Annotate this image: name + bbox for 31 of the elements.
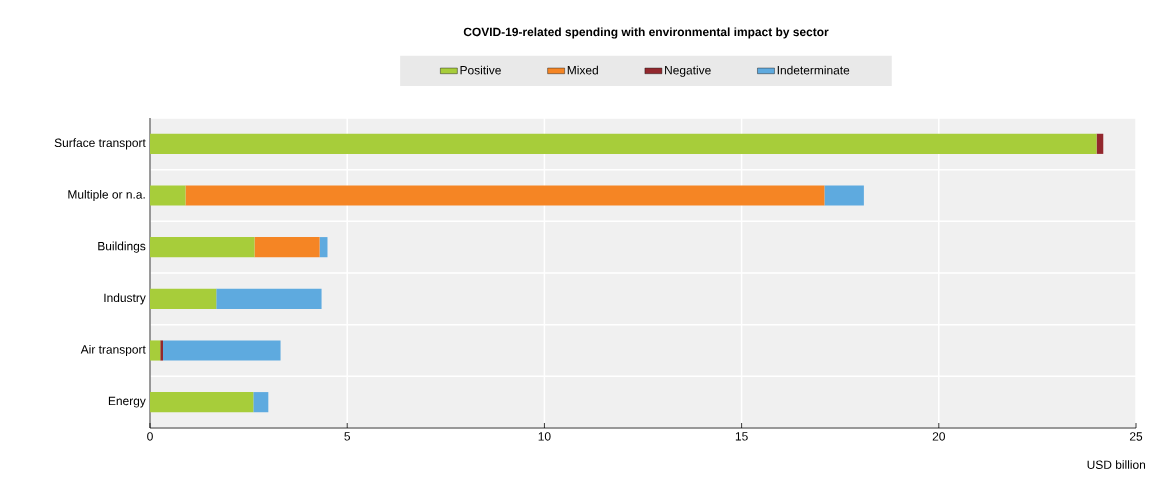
legend-label: Indeterminate — [777, 65, 850, 75]
bar — [160, 340, 164, 361]
x-tick-label: 0 — [147, 432, 153, 441]
bar — [150, 133, 1097, 154]
bar — [216, 288, 322, 309]
x-tick-label: 10 — [538, 432, 551, 441]
bar — [254, 237, 320, 258]
x-tick-label: 5 — [344, 432, 351, 441]
legend-label: Negative — [665, 65, 711, 77]
bar — [163, 340, 281, 361]
x-tick-label: 15 — [735, 432, 748, 441]
y-tick-label: Surface transport — [54, 138, 146, 150]
y-tick-label: Buildings — [98, 241, 146, 253]
bar — [150, 185, 186, 206]
x-axis-title: USD billion — [1087, 460, 1146, 469]
legend-label: Positive — [460, 65, 501, 75]
y-tick-label: Industry — [104, 293, 146, 305]
bar — [150, 392, 254, 413]
bar — [150, 288, 217, 309]
legend-label: Mixed — [567, 65, 598, 75]
bar — [185, 185, 825, 206]
x-tick-label: 20 — [932, 432, 945, 441]
y-tick-label: Air transport — [80, 344, 146, 357]
chart-title: COVID-19-related spending with environmental impact by sector — [463, 27, 829, 39]
y-tick-label: Energy — [108, 396, 146, 408]
bar — [253, 392, 269, 413]
bar — [824, 185, 864, 206]
bar — [150, 340, 161, 361]
bar — [150, 237, 255, 258]
y-tick-label: Multiple or n.a. — [68, 189, 145, 202]
x-tick-label: 25 — [1129, 432, 1143, 441]
